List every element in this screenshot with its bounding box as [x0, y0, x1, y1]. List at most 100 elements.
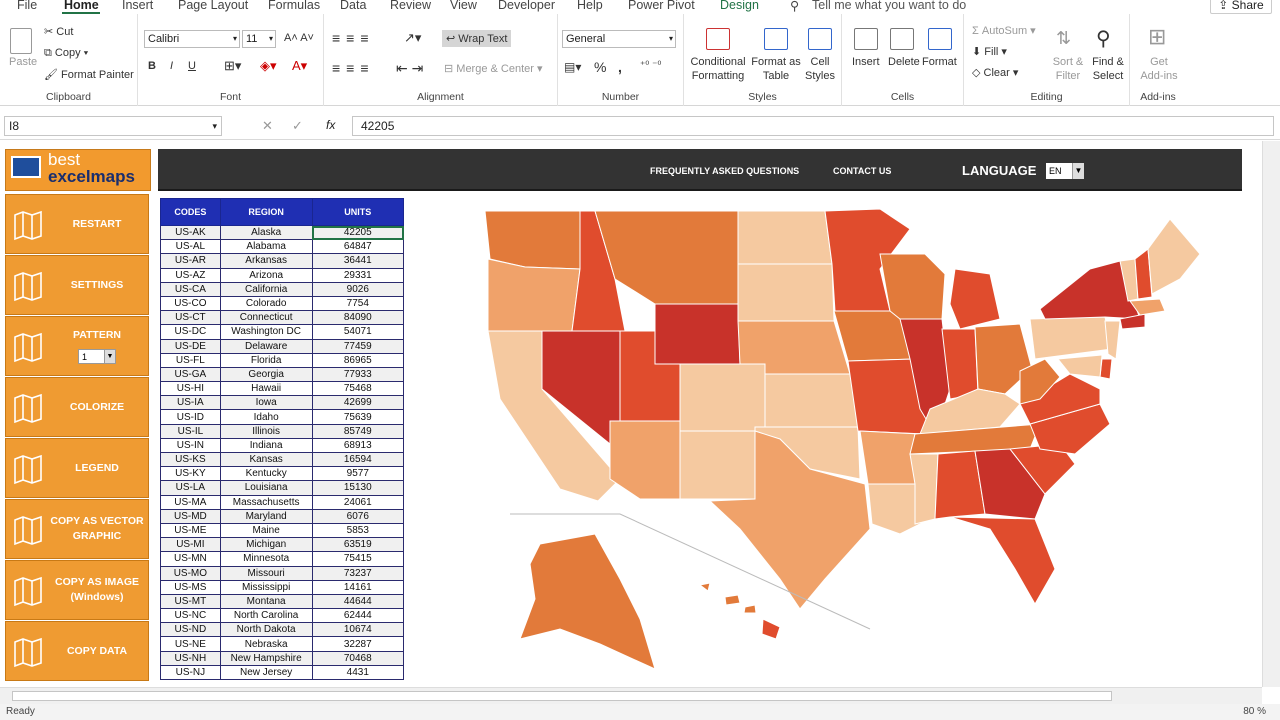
conditional-formatting-button[interactable]: Conditional Formatting: [690, 56, 746, 82]
cell-units[interactable]: 86965: [311, 352, 405, 368]
delete-cells-button[interactable]: Delete: [888, 56, 920, 68]
orientation-icon[interactable]: ↗▾: [404, 30, 422, 45]
tab-home[interactable]: Home: [64, 0, 99, 12]
tab-design[interactable]: Design: [720, 0, 759, 12]
comma-button[interactable]: ,: [618, 59, 622, 75]
cell-region[interactable]: Delaware: [219, 338, 313, 354]
tell-me-search[interactable]: Tell me what you want to do: [812, 0, 967, 12]
sidebar-button-4[interactable]: LEGEND: [5, 438, 149, 498]
cell-region[interactable]: New Hampshire: [219, 650, 313, 666]
cell-code[interactable]: US-MT: [160, 593, 221, 610]
zoom-level[interactable]: 80 %: [1243, 706, 1266, 717]
cell-region[interactable]: Alaska: [219, 224, 313, 241]
insert-function-button[interactable]: fx: [326, 118, 336, 132]
cell-region[interactable]: New Jersey: [219, 664, 313, 681]
cell-region[interactable]: North Dakota: [219, 622, 313, 638]
tab-help[interactable]: Help: [577, 0, 603, 12]
cell-region[interactable]: Washington DC: [219, 324, 313, 340]
horizontal-scroll-thumb[interactable]: [12, 691, 1112, 701]
font-name-select[interactable]: Calibri ▾: [144, 30, 240, 48]
state-KS[interactable]: [764, 373, 859, 428]
cell-code[interactable]: US-AL: [160, 239, 221, 255]
tab-file[interactable]: File: [17, 0, 38, 12]
currency-icon[interactable]: ▤▾: [564, 60, 582, 74]
cell-units[interactable]: 4431: [311, 664, 405, 681]
state-SD[interactable]: [737, 263, 835, 322]
cell-region[interactable]: Montana: [219, 593, 313, 610]
cell-code[interactable]: US-FL: [160, 352, 221, 368]
cell-units[interactable]: 75639: [311, 409, 405, 425]
cell-units[interactable]: 68913: [311, 437, 405, 454]
cell-units[interactable]: 5853: [311, 522, 405, 539]
cell-units[interactable]: 32287: [311, 636, 405, 652]
cell-units[interactable]: 77933: [311, 366, 405, 383]
percent-button[interactable]: %: [594, 59, 607, 75]
cell-code[interactable]: US-IN: [160, 437, 221, 454]
cell-units[interactable]: 75415: [311, 551, 405, 567]
cell-code[interactable]: US-CA: [160, 281, 221, 297]
cell-region[interactable]: Iowa: [219, 395, 313, 411]
tab-data[interactable]: Data: [340, 0, 367, 12]
cell-region[interactable]: Missouri: [219, 565, 313, 581]
state-CO[interactable]: [679, 363, 766, 432]
horizontal-scrollbar[interactable]: [0, 687, 1262, 704]
state-VA[interactable]: [1019, 373, 1101, 425]
cell-region[interactable]: Michigan: [219, 537, 313, 553]
wrap-text-button[interactable]: ↩ Wrap Text: [442, 30, 512, 47]
cell-code[interactable]: US-DE: [160, 338, 221, 354]
merge-center-button[interactable]: ⊟ Merge & Center ▾: [444, 63, 543, 75]
cell-styles-button[interactable]: Cell Styles: [805, 56, 835, 82]
state-MN[interactable]: [824, 208, 911, 312]
sort-filter-button[interactable]: Sort & Filter: [1052, 56, 1084, 82]
sidebar-button-2[interactable]: PATTERN 1 ▼: [5, 316, 149, 376]
state-WV[interactable]: [1019, 358, 1061, 405]
insert-cells-button[interactable]: Insert: [852, 56, 880, 68]
cell-units[interactable]: 44644: [311, 593, 405, 610]
cell-code[interactable]: US-NJ: [160, 664, 221, 681]
cell-units[interactable]: 42205: [311, 224, 405, 241]
cell-code[interactable]: US-IA: [160, 395, 221, 411]
cell-code[interactable]: US-MS: [160, 579, 221, 595]
underline-button[interactable]: U: [188, 60, 196, 72]
sidebar-button-3[interactable]: COLORIZE: [5, 377, 149, 437]
cell-region[interactable]: Indiana: [219, 437, 313, 454]
cell-units[interactable]: 77459: [311, 338, 405, 354]
cell-code[interactable]: US-MI: [160, 537, 221, 553]
state-MI[interactable]: [949, 268, 1001, 330]
tab-page-layout[interactable]: Page Layout: [178, 0, 249, 12]
state-HI-islands[interactable]: [698, 582, 757, 614]
cell-units[interactable]: 7754: [311, 295, 405, 312]
cell-region[interactable]: California: [219, 281, 313, 297]
grow-font-button[interactable]: A˄ A˅: [284, 32, 314, 44]
state-TX[interactable]: [708, 430, 871, 610]
cell-region[interactable]: Arizona: [219, 267, 313, 283]
cell-region[interactable]: Georgia: [219, 366, 313, 383]
tab-power-pivot[interactable]: Power Pivot: [628, 0, 695, 12]
name-box[interactable]: I8 ▾: [4, 116, 222, 136]
state-GA[interactable]: [974, 448, 1046, 520]
cell-units[interactable]: 63519: [311, 537, 405, 553]
state-OR[interactable]: [487, 258, 581, 332]
cell-region[interactable]: Arkansas: [219, 253, 313, 269]
cell-code[interactable]: US-HI: [160, 381, 221, 397]
state-AZ[interactable]: [609, 420, 681, 500]
format-cells-button[interactable]: Format: [922, 56, 957, 68]
vertical-align-icons[interactable]: ≡≡≡: [332, 30, 375, 46]
indent-icons[interactable]: ⇤ ⇥: [396, 60, 424, 76]
cell-code[interactable]: US-MO: [160, 565, 221, 581]
cell-units[interactable]: 64847: [311, 239, 405, 255]
contact-link[interactable]: CONTACT US: [833, 166, 892, 176]
italic-button[interactable]: I: [170, 60, 174, 72]
cell-region[interactable]: Nebraska: [219, 636, 313, 652]
cell-region[interactable]: Illinois: [219, 423, 313, 439]
bold-button[interactable]: B: [148, 60, 156, 72]
cell-units[interactable]: 73237: [311, 565, 405, 581]
cell-code[interactable]: US-NH: [160, 650, 221, 666]
cell-region[interactable]: Massachusetts: [219, 494, 313, 510]
cell-units[interactable]: 84090: [311, 310, 405, 326]
state-NJ[interactable]: [1104, 320, 1121, 360]
cell-region[interactable]: Maine: [219, 522, 313, 539]
get-addins-button[interactable]: Get Add-ins: [1140, 56, 1178, 82]
paste-button[interactable]: Paste: [9, 56, 38, 68]
cell-units[interactable]: 29331: [311, 267, 405, 283]
